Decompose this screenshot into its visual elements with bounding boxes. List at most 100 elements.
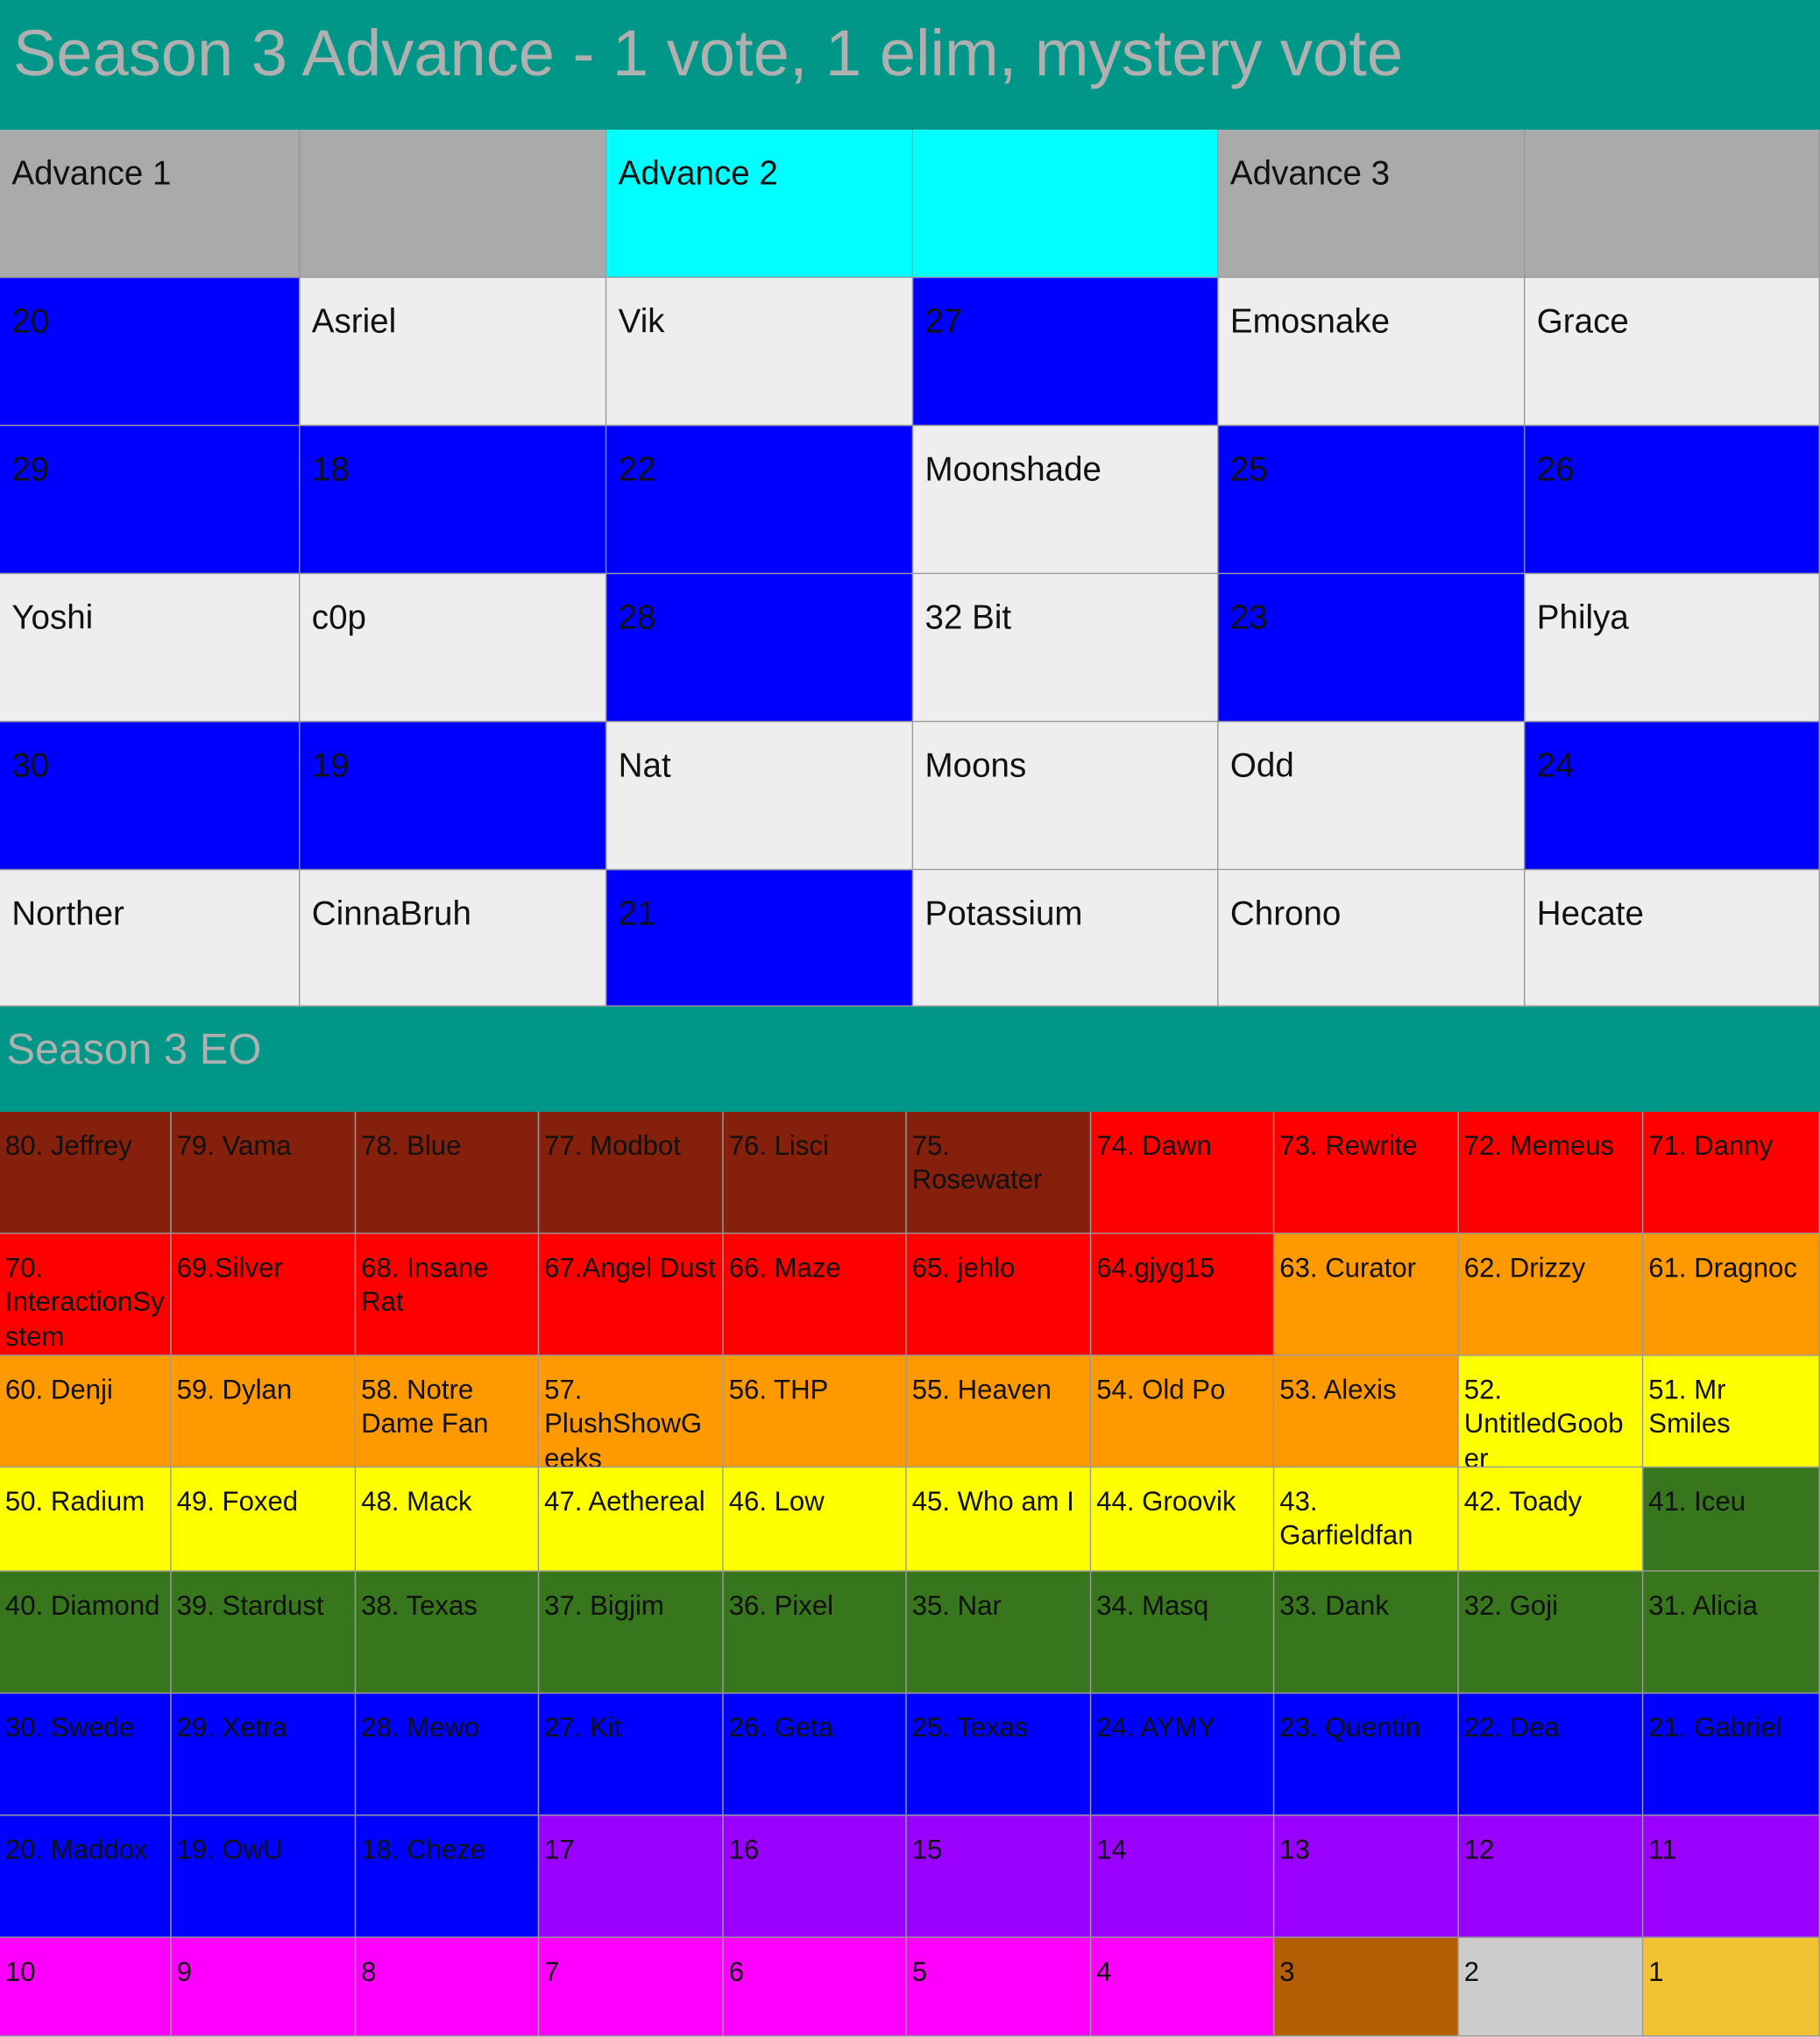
cell: 1 bbox=[1643, 1937, 1820, 2037]
cell: Emosnake bbox=[1218, 278, 1526, 427]
cell: 67.Angel Dust bbox=[539, 1234, 724, 1356]
advance-table: Advance 1 Advance 2 Advance 3 20 Asriel Vik 27… bbox=[0, 130, 1820, 1007]
cell: 56. THP bbox=[723, 1355, 907, 1468]
cell: 13 bbox=[1274, 1815, 1459, 1938]
cell: 10 bbox=[0, 1937, 172, 2037]
cell: 57. PlushShowGeeks bbox=[539, 1355, 724, 1468]
cell: 51. Mr Smiles bbox=[1643, 1355, 1820, 1468]
cell: 26. Geta bbox=[723, 1694, 907, 1816]
cell: Yoshi bbox=[0, 574, 301, 723]
cell: 24. AYMY bbox=[1091, 1694, 1275, 1816]
cell: 33. Dank bbox=[1274, 1571, 1459, 1694]
cell: 73. Rewrite bbox=[1274, 1112, 1459, 1234]
cell: 20 bbox=[0, 278, 301, 427]
cell: 75. Rosewater bbox=[906, 1112, 1092, 1234]
cell: 49. Foxed bbox=[171, 1468, 357, 1572]
section-title: Season 3 EO bbox=[0, 1006, 1820, 1113]
cell: Odd bbox=[1218, 722, 1526, 871]
cell: 80. Jeffrey bbox=[0, 1112, 172, 1234]
cell: 29 bbox=[0, 426, 301, 575]
cell: 41. Iceu bbox=[1643, 1468, 1820, 1572]
cell: Moons bbox=[913, 722, 1219, 871]
cell: Grace bbox=[1525, 278, 1820, 427]
cell: 59. Dylan bbox=[171, 1355, 357, 1468]
cell: 65. jehlo bbox=[906, 1234, 1092, 1356]
cell: 34. Masq bbox=[1091, 1571, 1275, 1694]
cell: 24 bbox=[1525, 722, 1820, 871]
cell: 45. Who am I bbox=[906, 1468, 1092, 1572]
cell: 22 bbox=[606, 426, 914, 575]
cell: 5 bbox=[906, 1937, 1092, 2037]
cell: 55. Heaven bbox=[906, 1355, 1092, 1468]
cell: 28 bbox=[606, 574, 914, 723]
cell: 27. Kit bbox=[539, 1694, 724, 1816]
cell: 32 Bit bbox=[913, 574, 1219, 723]
cell: Nat bbox=[606, 722, 914, 871]
cell: 44. Groovik bbox=[1091, 1468, 1275, 1572]
cell: 37. Bigjim bbox=[539, 1571, 724, 1694]
cell: 60. Denji bbox=[0, 1355, 172, 1468]
cell: 25 bbox=[1218, 426, 1526, 575]
cell: 79. Vama bbox=[171, 1112, 357, 1234]
cell: Vik bbox=[606, 278, 914, 427]
cell: Norther bbox=[0, 870, 301, 1007]
cell: 18 bbox=[300, 426, 607, 575]
cell: 42. Toady bbox=[1458, 1468, 1644, 1572]
cell: 19. OwU bbox=[171, 1815, 357, 1938]
cell: 23. Quentin bbox=[1274, 1694, 1459, 1816]
cell: 18. Cheze bbox=[356, 1815, 540, 1938]
cell: c0p bbox=[300, 574, 607, 723]
cell: 6 bbox=[723, 1937, 907, 2037]
cell: 62. Drizzy bbox=[1458, 1234, 1644, 1356]
cell bbox=[913, 130, 1219, 279]
cell: 69.Silver bbox=[171, 1234, 357, 1356]
cell: 71. Danny bbox=[1643, 1112, 1820, 1234]
cell: Advance 1 bbox=[0, 130, 301, 279]
cell: 70. InteractionSystem bbox=[0, 1234, 172, 1356]
cell: 22. Dea bbox=[1458, 1694, 1644, 1816]
cell: Hecate bbox=[1525, 870, 1820, 1007]
cell: 40. Diamond bbox=[0, 1571, 172, 1694]
eo-table: 80. Jeffrey 79. Vama 78. Blue 77. Modbot 76.… bbox=[0, 1112, 1820, 2037]
cell: 77. Modbot bbox=[539, 1112, 724, 1234]
cell: 47. Aethereal bbox=[539, 1468, 724, 1572]
cell: 20. Maddox bbox=[0, 1815, 172, 1938]
cell: 14 bbox=[1091, 1815, 1275, 1938]
cell: 3 bbox=[1274, 1937, 1459, 2037]
cell: 4 bbox=[1091, 1937, 1275, 2037]
cell: Asriel bbox=[300, 278, 607, 427]
cell: 52. UntitledGoober bbox=[1458, 1355, 1644, 1468]
cell: 46. Low bbox=[723, 1468, 907, 1572]
cell: Moonshade bbox=[913, 426, 1219, 575]
cell: 17 bbox=[539, 1815, 724, 1938]
cell: CinnaBruh bbox=[300, 870, 607, 1007]
cell: 36. Pixel bbox=[723, 1571, 907, 1694]
cell: 43. Garfieldfan bbox=[1274, 1468, 1459, 1572]
cell: 48. Mack bbox=[356, 1468, 540, 1572]
cell: 26 bbox=[1525, 426, 1820, 575]
cell: 61. Dragnoc bbox=[1643, 1234, 1820, 1356]
cell: Advance 3 bbox=[1218, 130, 1526, 279]
cell: Advance 2 bbox=[606, 130, 914, 279]
cell bbox=[300, 130, 607, 279]
cell: Philya bbox=[1525, 574, 1820, 723]
cell: 15 bbox=[906, 1815, 1092, 1938]
page-title: Season 3 Advance - 1 vote, 1 elim, myste… bbox=[0, 0, 1820, 131]
cell: 74. Dawn bbox=[1091, 1112, 1275, 1234]
cell: 30 bbox=[0, 722, 301, 871]
cell: 30. Swede bbox=[0, 1694, 172, 1816]
cell: 66. Maze bbox=[723, 1234, 907, 1356]
cell: 78. Blue bbox=[356, 1112, 540, 1234]
cell: 31. Alicia bbox=[1643, 1571, 1820, 1694]
cell: 64.gjyg15 bbox=[1091, 1234, 1275, 1356]
cell: 28. Mewo bbox=[356, 1694, 540, 1816]
cell: 53. Alexis bbox=[1274, 1355, 1459, 1468]
cell: 50. Radium bbox=[0, 1468, 172, 1572]
cell: 21 bbox=[606, 870, 914, 1007]
cell: 21. Gabriel bbox=[1643, 1694, 1820, 1816]
cell: Chrono bbox=[1218, 870, 1526, 1007]
cell: 11 bbox=[1643, 1815, 1820, 1938]
cell: 39. Stardust bbox=[171, 1571, 357, 1694]
cell: 63. Curator bbox=[1274, 1234, 1459, 1356]
